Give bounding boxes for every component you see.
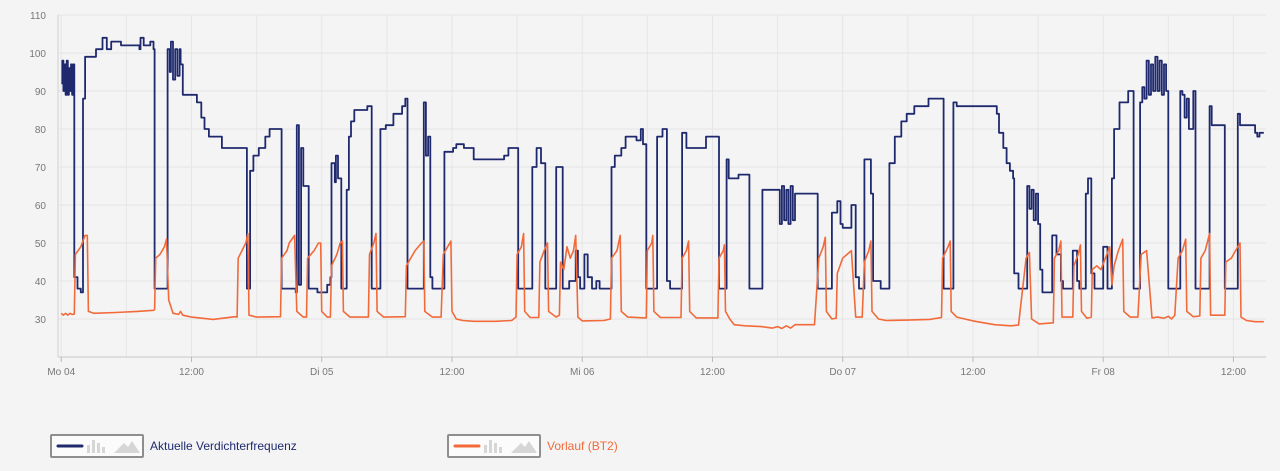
legend-label: Vorlauf (BT2) (547, 439, 618, 453)
y-axis: 30 40 50 60 70 80 90 100 110 (29, 11, 46, 326)
grid-lines (57, 14, 1266, 358)
y-tick-label: 90 (35, 87, 47, 98)
x-tick-label: Do 07 (829, 367, 856, 378)
y-tick-label: 110 (30, 11, 46, 22)
legend-item-series-2[interactable]: Vorlauf (BT2) (447, 433, 618, 459)
y-tick-label: 70 (35, 163, 47, 174)
y-tick-label: 60 (35, 201, 47, 212)
series-line-2[interactable] (60, 232, 1264, 330)
x-tick-label: 12:00 (700, 367, 725, 378)
y-tick-label: 30 (35, 315, 47, 326)
series-line-1[interactable] (61, 36, 1264, 294)
x-tick-label: 12:00 (960, 367, 985, 378)
y-tick-label: 100 (29, 49, 46, 60)
x-axis: Mo 04 12:00 Di 05 12:00 Mi 06 12:00 Do 07 12:00… (47, 357, 1246, 378)
x-tick-label: Di 05 (310, 367, 334, 378)
legend-toggle-series-2[interactable] (447, 434, 541, 458)
x-tick-label: Mi 06 (570, 367, 595, 378)
x-tick-label: Fr 08 (1092, 367, 1116, 378)
y-tick-label: 80 (35, 125, 47, 136)
x-tick-label: Mo 04 (47, 367, 75, 378)
line-chart: 30 40 50 60 70 80 90 100 110 Mo 04 12:00 Di 05 12:0… (29, 11, 1266, 378)
legend-label: Aktuelle Verdichterfrequenz (150, 439, 297, 453)
legend-toggle-series-1[interactable] (50, 434, 144, 458)
x-tick-label: 12:00 (179, 367, 204, 378)
y-tick-label: 40 (35, 277, 47, 288)
x-tick-label: 12:00 (439, 367, 464, 378)
legend-item-series-1[interactable]: Aktuelle Verdichterfrequenz (50, 433, 297, 459)
x-tick-label: 12:00 (1221, 367, 1246, 378)
y-tick-label: 50 (35, 239, 47, 250)
legend-line-icon (453, 440, 537, 453)
series-layer (60, 36, 1264, 330)
legend-line-icon (56, 440, 140, 453)
